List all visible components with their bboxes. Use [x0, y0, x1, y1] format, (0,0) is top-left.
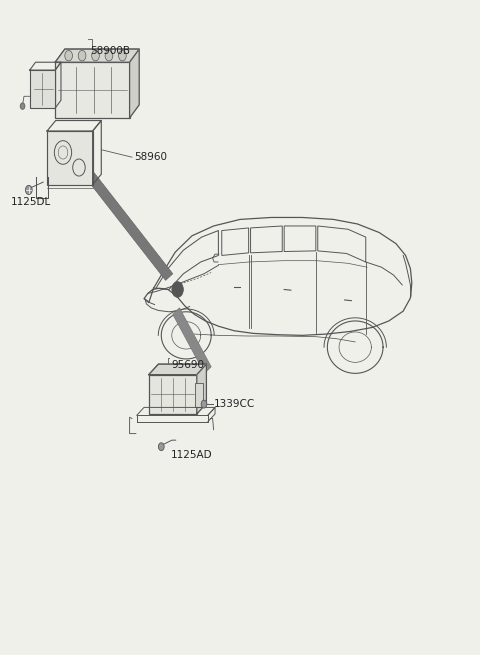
- Polygon shape: [173, 308, 211, 373]
- Bar: [149, 375, 197, 414]
- Text: 58900B: 58900B: [90, 46, 130, 56]
- Bar: [55, 62, 130, 118]
- Bar: [195, 383, 203, 407]
- Bar: [47, 131, 93, 185]
- Text: 1125DL: 1125DL: [11, 196, 51, 207]
- Circle shape: [172, 282, 183, 297]
- Polygon shape: [197, 364, 206, 414]
- Text: 95690: 95690: [172, 360, 205, 371]
- Polygon shape: [55, 49, 139, 62]
- Circle shape: [119, 50, 126, 61]
- Polygon shape: [130, 49, 139, 118]
- Circle shape: [65, 50, 72, 61]
- Circle shape: [92, 50, 99, 61]
- Text: 1125AD: 1125AD: [170, 450, 212, 460]
- Text: 1339CC: 1339CC: [214, 399, 255, 409]
- Polygon shape: [84, 169, 173, 280]
- Circle shape: [20, 103, 25, 109]
- Polygon shape: [149, 364, 206, 375]
- Bar: [30, 70, 55, 108]
- Circle shape: [25, 185, 32, 195]
- Circle shape: [158, 443, 164, 451]
- Circle shape: [201, 400, 207, 408]
- Circle shape: [105, 50, 113, 61]
- Circle shape: [78, 50, 86, 61]
- Text: 58960: 58960: [134, 152, 168, 162]
